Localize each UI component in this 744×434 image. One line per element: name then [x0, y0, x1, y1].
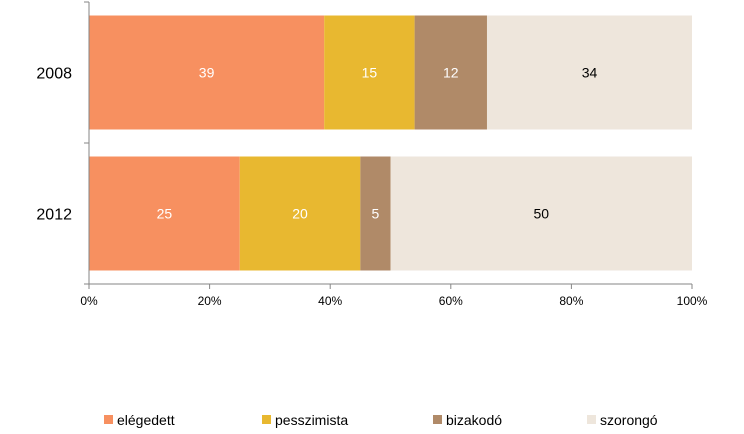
- legend-swatch: [262, 415, 271, 424]
- legend-label: pesszimista: [275, 412, 348, 428]
- bar-segment: [390, 156, 692, 271]
- category-label: 2008: [36, 66, 72, 83]
- data-label: 12: [443, 65, 459, 81]
- data-label: 5: [372, 206, 380, 222]
- x-tick-label: 20%: [198, 294, 222, 308]
- legend-swatch: [587, 415, 596, 424]
- x-tick-label: 60%: [439, 294, 463, 308]
- data-label: 15: [362, 65, 378, 81]
- bar-segment: [324, 15, 415, 130]
- data-label: 25: [157, 206, 173, 222]
- legend-label: szorongó: [600, 412, 658, 428]
- bars-group: 39 15 12 34 25 20 5 50: [89, 15, 692, 271]
- legend-label: elégedett: [117, 412, 175, 428]
- legend: elégedett pesszimista bizakodó szorongó: [104, 412, 658, 428]
- bar-segment: [89, 156, 240, 271]
- x-tick-label: 0%: [80, 294, 98, 308]
- bar-segment: [486, 15, 692, 130]
- bar-segment: [360, 156, 391, 271]
- data-label: 39: [199, 65, 215, 81]
- data-label: 34: [582, 65, 598, 81]
- legend-label: bizakodó: [446, 412, 502, 428]
- x-tick-label: 40%: [318, 294, 342, 308]
- legend-swatch: [433, 415, 442, 424]
- bar-segment: [89, 15, 325, 130]
- bar-segment: [414, 15, 487, 130]
- category-label: 2012: [36, 207, 72, 224]
- data-label: 50: [533, 206, 549, 222]
- data-label: 20: [292, 206, 308, 222]
- bar-segment: [239, 156, 361, 271]
- x-tick-label: 100%: [677, 294, 708, 308]
- x-tick-label: 80%: [559, 294, 583, 308]
- legend-swatch: [104, 415, 113, 424]
